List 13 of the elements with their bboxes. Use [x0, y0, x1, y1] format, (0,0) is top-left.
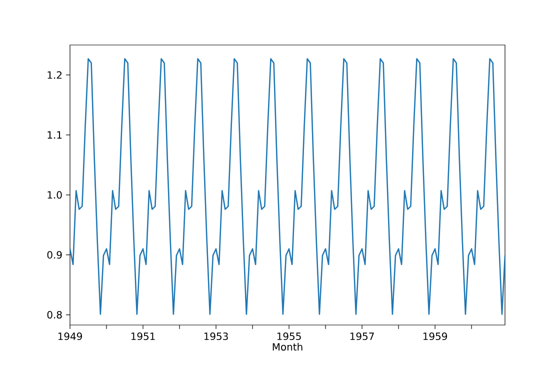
- x-tick-label: 1953: [204, 332, 228, 340]
- x-tick-label: 1951: [131, 332, 155, 340]
- x-tick-label: 1957: [350, 332, 374, 340]
- y-tick-label: 0.9: [47, 251, 62, 259]
- line-series: [70, 58, 506, 315]
- x-axis-title: Month: [272, 342, 302, 351]
- y-tick-label: 0.8: [47, 311, 62, 319]
- y-tick-label: 1.2: [48, 71, 62, 79]
- x-tick-label: 1955: [277, 332, 301, 340]
- y-tick-label: 1.1: [48, 131, 62, 139]
- x-tick-label: 1949: [58, 332, 82, 340]
- x-tick-label: 1959: [423, 332, 448, 340]
- y-tick-label: 1.0: [48, 191, 62, 199]
